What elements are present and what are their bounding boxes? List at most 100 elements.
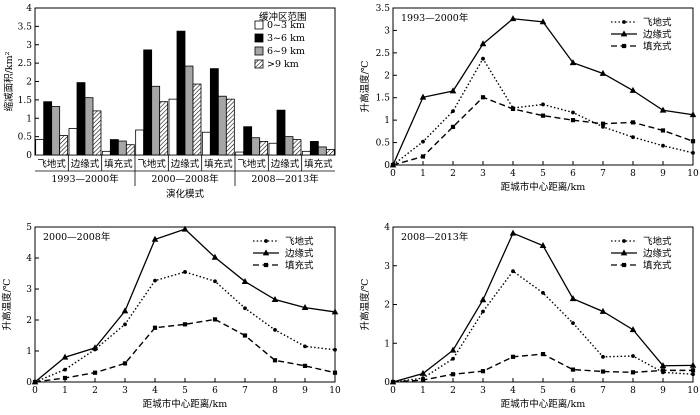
data-point xyxy=(449,87,457,94)
bar xyxy=(225,98,235,156)
data-point xyxy=(420,377,426,383)
x-tick-label: 2 xyxy=(92,386,98,396)
y-tick-label: 1.5 xyxy=(18,96,33,106)
y-tick-label: 2.5 xyxy=(18,59,33,69)
data-point xyxy=(630,370,636,375)
data-point xyxy=(601,354,605,359)
data-point xyxy=(569,59,577,66)
x-tick-label: 0 xyxy=(390,169,396,179)
x-tick-label: 9 xyxy=(660,386,666,396)
data-point xyxy=(420,154,426,159)
y-tick-label: 4 xyxy=(26,254,32,264)
bar xyxy=(109,139,119,156)
data-point xyxy=(481,56,485,61)
category-label: 飞地式 xyxy=(37,158,66,170)
data-point xyxy=(153,278,157,283)
x-tick-label: 10 xyxy=(687,169,699,179)
legend-label: 边缘式 xyxy=(643,248,672,260)
data-point xyxy=(181,225,189,232)
bar xyxy=(251,137,261,156)
data-point xyxy=(152,325,158,330)
data-point xyxy=(213,279,217,284)
data-point xyxy=(600,121,606,126)
data-point xyxy=(659,362,667,369)
data-point xyxy=(480,369,486,374)
data-point xyxy=(450,372,456,377)
data-point xyxy=(691,372,695,377)
panel-title: 2008—2013年 xyxy=(401,231,469,243)
data-point xyxy=(631,135,635,140)
data-point xyxy=(660,368,666,373)
data-point xyxy=(271,295,279,302)
x-tick-label: 3 xyxy=(122,386,128,396)
bar xyxy=(92,110,102,156)
y-tick-label: 4 xyxy=(384,223,390,233)
data-point xyxy=(629,326,637,333)
legend-swatch xyxy=(254,59,264,69)
data-point xyxy=(61,353,69,360)
data-point xyxy=(264,239,268,243)
legend-title: 缓冲区范围 xyxy=(259,11,307,23)
data-point xyxy=(272,358,278,363)
group-label: 2000—2008年 xyxy=(151,173,219,185)
y-tick-label: 2 xyxy=(26,78,32,88)
data-point xyxy=(242,333,248,338)
data-point xyxy=(622,239,626,243)
data-point xyxy=(571,110,575,115)
bar xyxy=(325,149,335,156)
y-tick-label: 1 xyxy=(384,339,390,349)
data-point xyxy=(63,367,67,372)
x-tick-label: 5 xyxy=(182,386,188,396)
category-label: 飞地式 xyxy=(237,158,266,170)
y-tick-label: 5 xyxy=(26,223,32,233)
data-point xyxy=(599,307,607,314)
data-point xyxy=(241,277,249,284)
legend-label: 边缘式 xyxy=(643,29,672,41)
legend-label: 填充式 xyxy=(285,260,314,272)
group-label: 1993—2000年 xyxy=(51,173,119,185)
x-tick-label: 5 xyxy=(540,169,546,179)
data-point xyxy=(481,309,485,314)
x-tick-label: 9 xyxy=(302,386,308,396)
data-point xyxy=(661,143,665,148)
line-chart-panel-3: 0 1 2 3 4 0 1 2 3 4 5 6 7 8 9 10 距城市中心距离/km 升高温度/℃ 2008—20… xyxy=(359,223,699,410)
data-point xyxy=(302,363,308,368)
data-point xyxy=(183,270,187,274)
data-point xyxy=(510,354,516,359)
panel-title: 2000—2008年 xyxy=(43,231,111,243)
y-tick-label: 0.5 xyxy=(376,139,391,149)
category-label: 填充式 xyxy=(104,158,133,170)
data-point xyxy=(262,249,270,256)
y-tick-label: 4 xyxy=(26,4,32,14)
data-point xyxy=(151,235,159,242)
legend-swatch xyxy=(254,46,264,56)
legend-label: >9 km xyxy=(267,59,299,70)
bar xyxy=(243,126,253,156)
x-tick-label: 3 xyxy=(480,169,486,179)
x-tick-label: 6 xyxy=(570,169,576,179)
data-point xyxy=(421,139,425,144)
x-tick-label: 10 xyxy=(329,386,341,396)
y-tick-label: 0 xyxy=(26,151,32,161)
bar xyxy=(259,141,269,156)
bar xyxy=(268,142,278,156)
data-point xyxy=(419,369,427,376)
x-tick-label: 7 xyxy=(242,386,248,396)
data-point xyxy=(660,128,666,133)
legend-label: 边缘式 xyxy=(285,248,314,260)
data-point xyxy=(621,43,627,49)
bar xyxy=(317,146,327,156)
data-point xyxy=(569,295,577,302)
x-tick-label: 1 xyxy=(420,386,426,396)
data-point xyxy=(333,347,337,352)
data-point xyxy=(540,113,546,118)
bar xyxy=(192,83,202,156)
data-point xyxy=(540,352,546,357)
data-point xyxy=(92,370,98,375)
bar xyxy=(159,101,169,156)
data-point xyxy=(599,69,607,76)
panel-title: 1993—2000年 xyxy=(401,12,469,24)
bar xyxy=(184,65,194,156)
x-tick-label: 6 xyxy=(212,386,218,396)
x-tick-label: 6 xyxy=(570,386,576,396)
